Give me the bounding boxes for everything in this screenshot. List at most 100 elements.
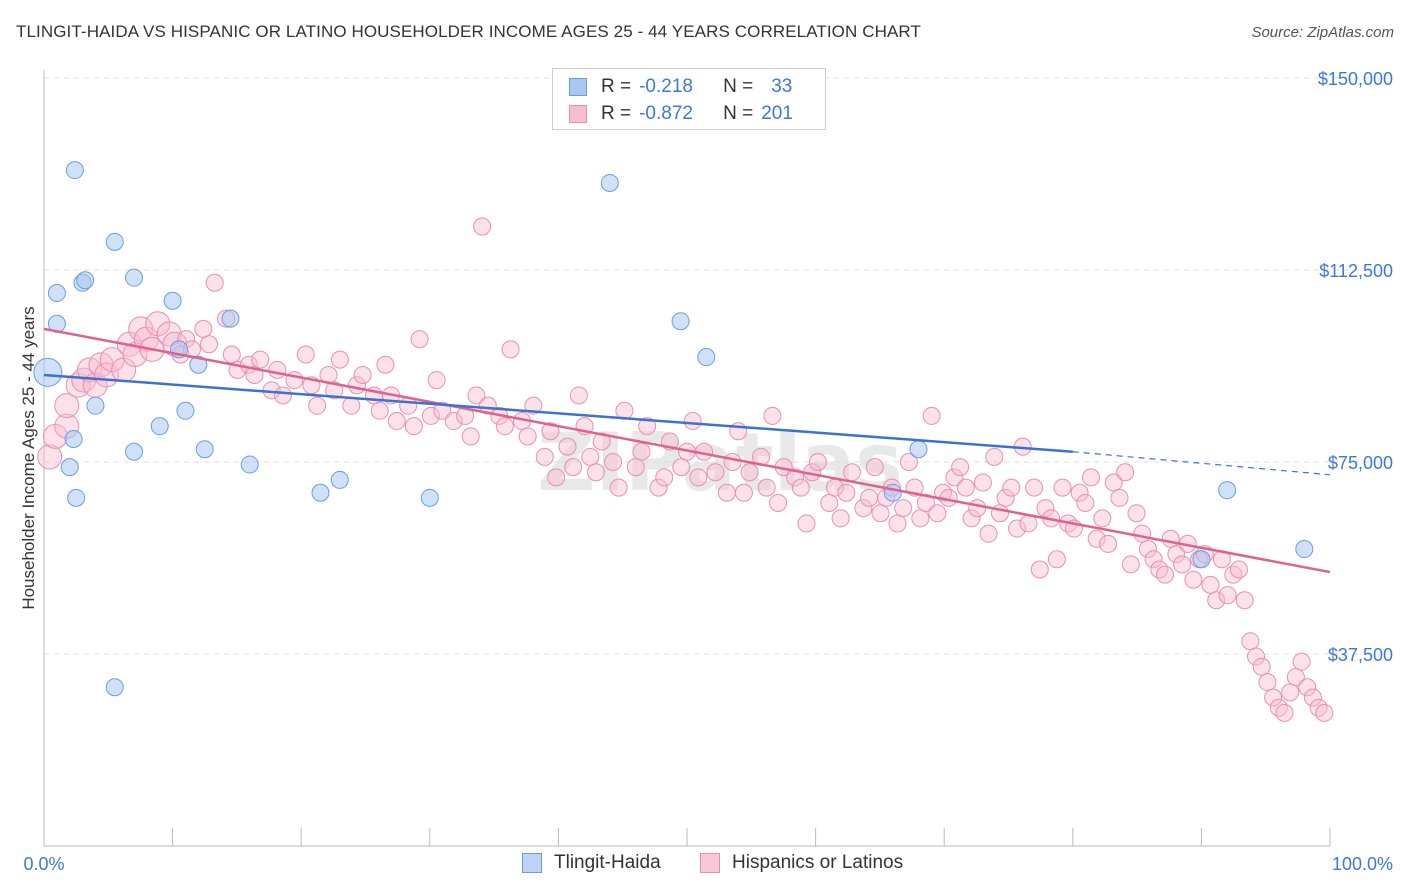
hispanic-point [1099, 534, 1118, 553]
hispanic-point [370, 401, 389, 420]
hispanic-point [296, 345, 315, 364]
hispanic-point [717, 483, 736, 502]
hispanic-point [769, 493, 788, 512]
tlingit-legend-swatch [522, 853, 542, 873]
hispanic-point [820, 493, 839, 512]
hispanic-point [1315, 703, 1334, 722]
tlingit-legend-label: Tlingit-Haida [554, 852, 661, 873]
tlingit-point [150, 417, 169, 436]
hispanic-point [1241, 632, 1260, 651]
hispanic-point [342, 396, 361, 415]
hispanic-point [985, 447, 1004, 466]
hispanic-point [308, 396, 327, 415]
hispanic-point [1127, 504, 1146, 523]
hispanic-point [1224, 565, 1243, 584]
hispanic-point [962, 509, 981, 528]
hispanic-point [1093, 509, 1112, 528]
tlingit-point [909, 440, 928, 459]
hispanic-point [706, 463, 725, 482]
hispanic-point [990, 504, 1009, 523]
hispanic-point [1002, 478, 1021, 497]
hispanic-point [843, 463, 862, 482]
hispanic-point [689, 468, 708, 487]
hispanic-point [922, 406, 941, 425]
tlingit-trend-line [43, 373, 1073, 454]
tlingit-point [125, 442, 144, 461]
hispanic-point [427, 371, 446, 390]
hispanic-point [1173, 555, 1192, 574]
hispanic-point [1167, 545, 1186, 564]
hispanic-point [205, 273, 224, 292]
hispanic-point [541, 422, 560, 441]
hispanic-point [1252, 657, 1271, 676]
hispanic-point [837, 483, 856, 502]
hispanic-point [1281, 683, 1300, 702]
hispanic-point [831, 509, 850, 528]
tlingit-point [64, 429, 83, 448]
hispanic-point [996, 488, 1015, 507]
tlingit-point [65, 161, 84, 180]
hispanic-point [1264, 688, 1283, 707]
n-value-hispanic: 201 [761, 103, 793, 124]
hispanic-point [273, 386, 292, 405]
tlingit-point [105, 678, 124, 697]
y-tick-label: $75,000 [1328, 453, 1393, 473]
hispanic-point [871, 504, 890, 523]
hispanic-point [569, 386, 588, 405]
hispanic-point [1036, 499, 1055, 518]
hispanic-point [1298, 678, 1317, 697]
tlingit-point [86, 396, 105, 415]
tlingit-point [240, 455, 259, 474]
hispanic-point [1030, 560, 1049, 579]
tlingit-point [1192, 550, 1211, 569]
hispanic-point [37, 444, 63, 470]
hispanic-point [911, 509, 930, 528]
hispanic-point [1309, 698, 1328, 717]
hispanic-point [1008, 519, 1027, 538]
hispanic-point [655, 468, 674, 487]
hispanic-swatch [569, 105, 587, 123]
tlingit-point [671, 312, 690, 331]
chart-source: Source: ZipAtlas.com [1251, 24, 1394, 41]
hispanic-point [683, 412, 702, 431]
hispanic-point [979, 524, 998, 543]
hispanic-point [1070, 483, 1089, 502]
hispanic-point [1258, 673, 1277, 692]
hispanic-point [387, 412, 406, 431]
hispanic-point [894, 499, 913, 518]
hispanic-point [558, 437, 577, 456]
tlingit-point [125, 268, 144, 287]
hispanic-point [956, 478, 975, 497]
hispanic-point [564, 458, 583, 477]
tlingit-point [600, 173, 619, 192]
hispanic-point [797, 514, 816, 533]
bottom-legend-hispanic: Hispanics or Latinos [700, 852, 903, 874]
hispanic-point [1161, 529, 1180, 548]
tlingit-point [33, 357, 63, 387]
hispanic-point [268, 360, 287, 379]
hispanic-point [1116, 463, 1135, 482]
hispanic-point [461, 427, 480, 446]
n-label: N = [723, 103, 754, 124]
tlingit-trend-extension [1072, 451, 1331, 476]
chart-title: TLINGIT-HAIDA VS HISPANIC OR LATINO HOUS… [16, 22, 921, 41]
hispanic-point [899, 453, 918, 471]
hispanic-point [444, 412, 463, 431]
hispanic-point [325, 381, 344, 400]
hispanic-point [609, 478, 628, 497]
hispanic-point [1247, 647, 1266, 666]
r-label: R = [601, 76, 632, 97]
hispanic-point [1150, 560, 1169, 579]
hispanic-point [854, 499, 873, 518]
bottom-legend-tlingit: Tlingit-Haida [522, 852, 661, 874]
hispanic-point [200, 335, 219, 354]
tlingit-point [195, 440, 214, 459]
tlingit-point [1295, 540, 1314, 559]
hispanic-point [865, 458, 884, 477]
hispanic-point [626, 458, 645, 477]
hispanic-point [222, 345, 241, 364]
hispanic-point [1047, 550, 1066, 569]
n-label: N = [723, 76, 754, 97]
hispanic-point [604, 453, 623, 471]
r-label: R = [601, 103, 632, 124]
